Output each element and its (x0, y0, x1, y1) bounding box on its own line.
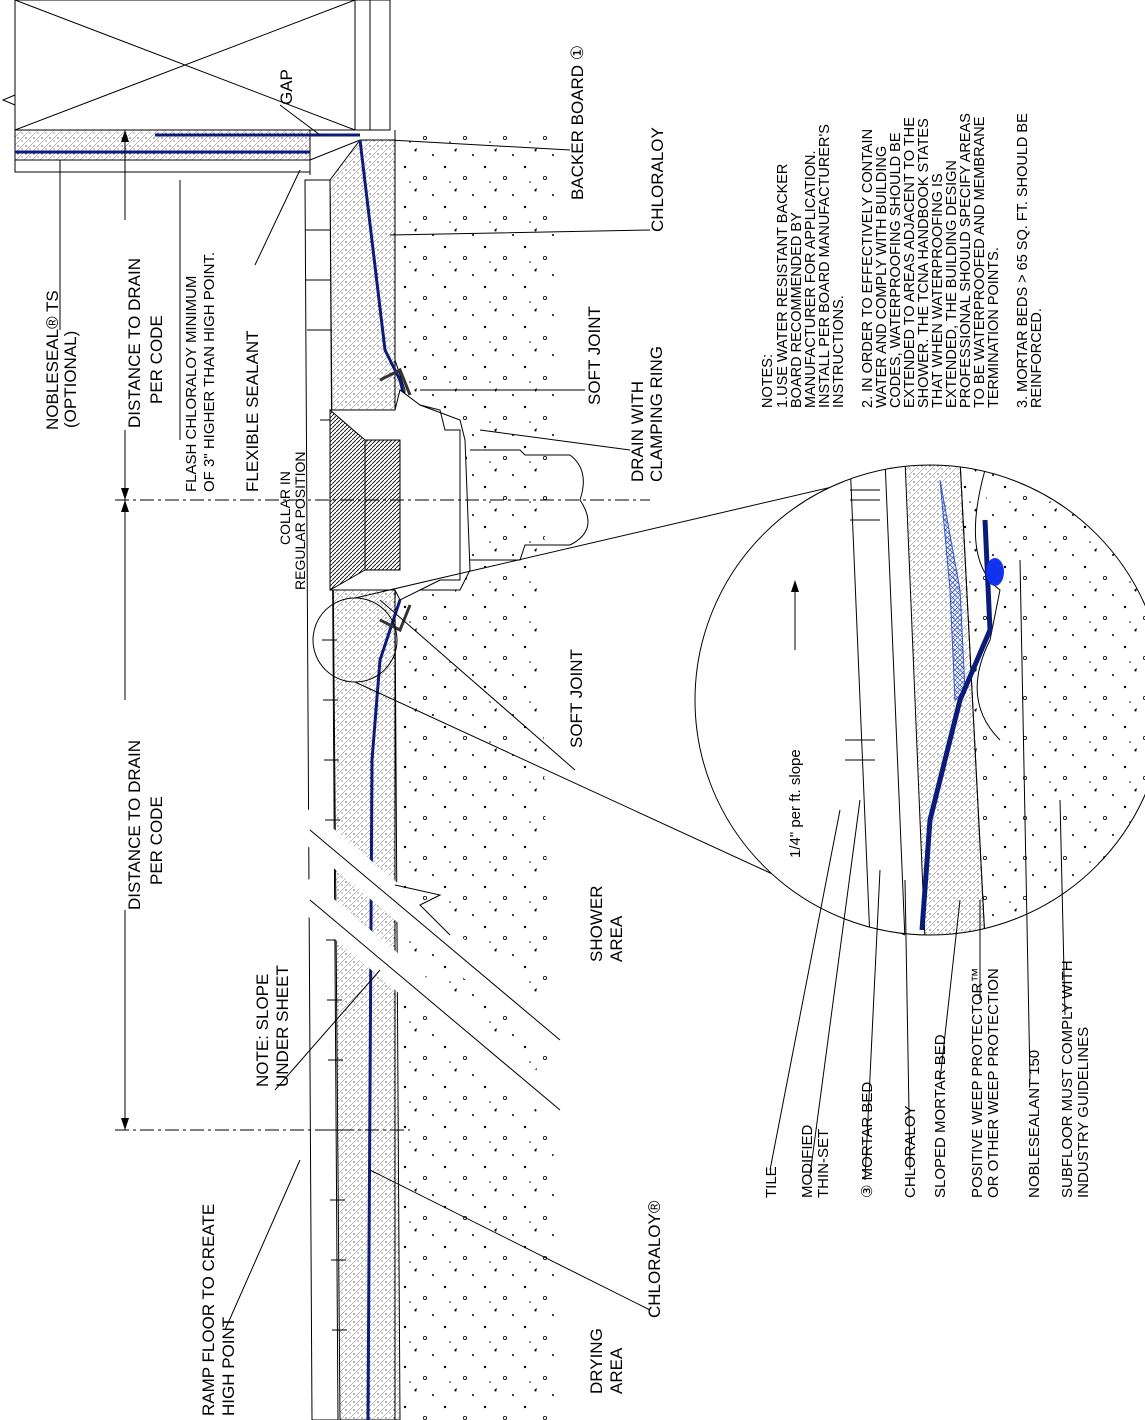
text-line: EXTENDED TO AREAS ADJACENT TO THE (902, 117, 918, 408)
text-line: ③ MORTAR BED (859, 1082, 876, 1198)
label: DISTANCE TO DRAIN (125, 740, 144, 910)
text-line: INSTALL PER BOARD MANUFACTURER'S (817, 124, 833, 408)
label: OF 3" HIGHER THAN HIGH POINT. (201, 252, 218, 492)
label: FLEXIBLE SEALANT (243, 330, 262, 492)
text-line: SLOPED MORTAR BED (932, 1034, 949, 1198)
label: RAMP FLOOR TO CREATE (199, 1204, 218, 1416)
label: CHLORALOY® (645, 1200, 664, 1318)
text-line: CODES, WATERPROOFING SHOULD BE (888, 132, 904, 408)
label: PER CODE (147, 796, 166, 885)
label: FLASH CHLORALOY MINIMUM (183, 276, 200, 492)
text-line: THIN-SET (815, 1129, 832, 1198)
label: PER CODE (147, 315, 166, 404)
text-line: INSTRUCTIONS. (831, 295, 847, 408)
label: HIGH POINT (219, 1317, 238, 1416)
text-line: SUBFLOOR MUST COMPLY WITH (1059, 960, 1076, 1198)
text-line: MANUFACTURER FOR APPLICATION. (803, 150, 819, 408)
text-line: 3. MORTAR BEDS > 65 SQ. FT. SHOULD BE (1015, 113, 1031, 408)
legend: TILE MODIFIED THIN-SET ③ MORTAR BED CHLORALO… (763, 960, 1092, 1198)
text-line: TILE (763, 1166, 780, 1198)
text-line: NOTES: (760, 354, 776, 408)
text-line: PROFESSIONAL SHOULD SPECIFY AREAS (958, 113, 974, 408)
detail (312, 464, 1145, 936)
notes: NOTES: 1.USE WATER RESISTANT BACKERBOARD … (760, 113, 1045, 408)
label: SOFT JOINT (567, 649, 586, 748)
text-line: 1.USE WATER RESISTANT BACKER (775, 164, 791, 408)
text-line: OR OTHER WEEP PROTECTION (985, 968, 1002, 1198)
text-line: THAT WHEN WATERPROOFING IS (930, 173, 946, 408)
text-line: MODIFIED (799, 1125, 816, 1198)
label: NOTE: SLOPE (253, 974, 272, 1087)
text-line: WATER AND COMPLY WITH BUILDING (874, 146, 890, 408)
text-line: TERMINATION POINTS. (986, 247, 1002, 408)
label: BACKER BOARD ① (568, 45, 587, 200)
label: CHLORALOY (648, 127, 667, 232)
label: SHOWER (587, 886, 606, 963)
label: (OPTIONAL) (61, 331, 80, 428)
text-line: SHOWER. THE TCNA HANDBOOK STATES (916, 118, 932, 408)
label: 1/4" per ft. slope (787, 749, 804, 858)
wall (1, 0, 391, 175)
floor (290, 130, 570, 1420)
text-line: BOARD RECOMMENDED BY (789, 212, 805, 408)
text-line: REINFORCED. (1029, 308, 1045, 408)
label: GAP (277, 69, 296, 105)
label: AREA (607, 1347, 626, 1394)
text-line: EXTENDED, THE BUILDING DESIGN (944, 160, 960, 408)
text-line: INDUSTRY GUIDELINES (1075, 1027, 1092, 1198)
label: UNDER SHEET (273, 965, 292, 1087)
label: DRAIN WITH (628, 381, 647, 482)
label: DRYING (587, 1328, 606, 1394)
label: SOFT JOINT (585, 306, 604, 405)
labels: BACKER BOARD ① CHLORALOY GAP NOBLESEAL® … (43, 45, 804, 1416)
label: COLLAR IN (277, 471, 293, 545)
label: AREA (607, 915, 626, 962)
label: REGULAR POSITION (292, 452, 308, 590)
text-line: CHLORALOY (902, 1105, 919, 1198)
text-line: 2. IN ORDER TO EFFECTIVELY CONTAIN (860, 129, 876, 408)
label: CLAMPING RING (647, 346, 666, 482)
label: DISTANCE TO DRAIN (125, 258, 144, 428)
text-line: POSITIVE WEEP PROTECTOR™ (969, 968, 986, 1198)
drain (329, 367, 589, 633)
text-line: TO BE WATERPROOFED AND MEMBRANE (972, 116, 988, 408)
label: NOBLESEAL® TS (43, 290, 62, 430)
text-line: NOBLESEALANT 150 (1026, 1050, 1043, 1198)
